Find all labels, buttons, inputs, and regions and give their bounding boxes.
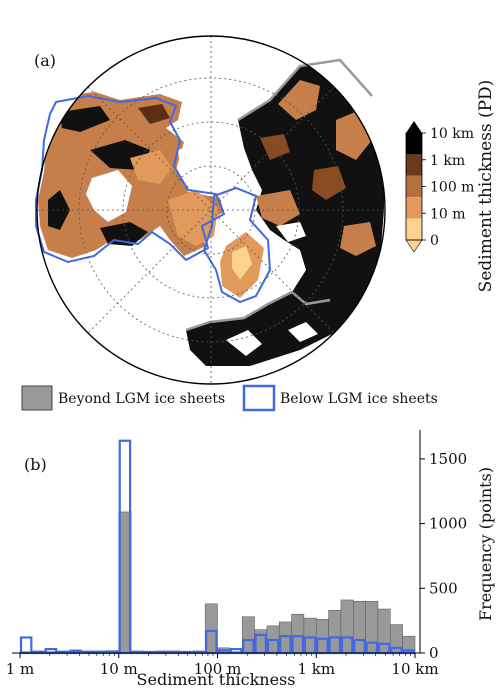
x-tick-label: 1 km [297,660,335,678]
map-fill [38,60,384,366]
x-tick-label: 100 m [194,660,242,678]
x-axis-label: Sediment thickness [137,670,296,689]
colorbar-extend-top [406,121,422,133]
histogram: 1 m 10 m 100 m 1 km 10 km 0 500 1000 1500 (b) S… [6,430,495,689]
legend-label-below: Below LGM ice sheets [280,391,438,407]
colorbar-block [406,154,422,176]
lgm-ice-outline-north-america [35,94,226,264]
y-tick-label: 0 [429,644,439,662]
colorbar-tick-label: 10 m [430,206,466,222]
panel-b-label: (b) [24,455,47,474]
colorbar-tick-label: 10 km [430,126,474,142]
colorbar-tick-label: 1 km [430,153,465,169]
legend-swatch-beyond [21,385,53,411]
legend-swatch-below [242,384,276,412]
colorbar-extend-bottom [405,239,423,253]
colorbar: 10 km 1 km 100 m 10 m 0 Sediment thickness (… [405,80,496,293]
map-border [36,35,386,385]
y-tick-label: 1500 [429,450,467,468]
lgm-ice-outline-eurasia [202,186,272,304]
x-tick-label: 10 km [391,660,438,678]
legend: Beyond LGM ice sheets Below LGM ice shee… [21,384,438,412]
polar-map: (a) [34,35,386,385]
y-tick-label: 500 [429,579,458,597]
colorbar-block [406,197,422,219]
y-tick-label: 1000 [429,515,467,533]
colorbar-title: Sediment thickness (PD) [476,80,496,293]
colorbar-tick-label: 100 m [430,180,474,196]
y-axis-label: Frequency (points) [476,467,495,621]
x-tick-label: 10 m [100,660,138,678]
legend-label-beyond: Beyond LGM ice sheets [58,391,225,407]
panel-a-label: (a) [34,51,56,70]
colorbar-block [406,133,422,155]
colorbar-block [406,218,422,240]
bar-below-lgm [19,636,33,655]
colorbar-block [406,175,422,198]
bar-below-lgm [229,648,243,655]
bar-below-lgm [44,648,58,655]
colorbar-tick-label: 0 [430,233,439,249]
x-tick-label: 1 m [6,660,35,678]
graticule [37,36,385,384]
